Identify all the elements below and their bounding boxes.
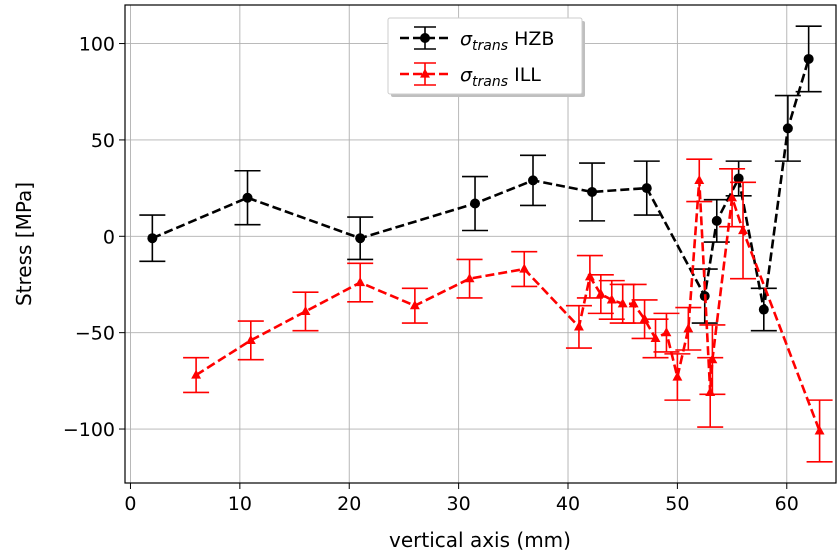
data-point (242, 192, 253, 203)
legend-label: σtrans HZB (460, 28, 554, 54)
data-point (711, 215, 722, 226)
x-tick-label: 0 (124, 493, 136, 515)
data-point (464, 273, 475, 283)
legend-label: σtrans ILL (460, 64, 541, 90)
data-point (639, 313, 650, 323)
series-layer (139, 25, 833, 463)
y-tick-label: 50 (91, 130, 115, 152)
data-point (595, 288, 606, 298)
data-point (587, 186, 598, 197)
data-point (355, 277, 366, 287)
legend-marker (420, 68, 430, 78)
data-point (355, 233, 366, 244)
data-point (300, 305, 311, 316)
x-tick-label: 30 (447, 493, 471, 515)
y-tick-label: −100 (63, 419, 115, 441)
x-tick-label: 20 (337, 493, 361, 515)
data-point (672, 371, 683, 381)
data-point (738, 225, 748, 235)
x-tick-label: 60 (775, 493, 799, 515)
series-ill (183, 158, 833, 463)
data-point (641, 183, 652, 194)
legend-box (387, 17, 583, 95)
data-point (470, 198, 481, 209)
data-point (733, 173, 744, 184)
data-point (573, 321, 584, 331)
legend-marker (420, 33, 430, 43)
y-tick-label: 100 (79, 34, 115, 56)
data-point (727, 192, 738, 202)
data-point (650, 332, 661, 343)
data-point (803, 53, 814, 64)
data-point (782, 123, 793, 134)
data-point (409, 300, 420, 310)
data-point (606, 294, 617, 304)
y-axis-title: Stress [MPa] (12, 182, 36, 306)
data-point (245, 334, 256, 344)
x-tick-label: 10 (228, 493, 252, 515)
plot-frame (124, 4, 837, 484)
data-point (683, 323, 694, 333)
legend: σtrans HZB σtrans ILL (387, 17, 585, 97)
data-point (191, 369, 202, 379)
data-point (617, 298, 628, 308)
x-axis-title: vertical axis (mm) (389, 528, 571, 552)
legend-entries: σtrans HZB σtrans ILL (400, 26, 554, 90)
y-tick-label: 0 (103, 226, 115, 248)
data-point (758, 304, 769, 315)
data-point (584, 271, 595, 281)
data-point (707, 354, 718, 364)
x-tick-label: 50 (665, 493, 689, 515)
data-point (705, 386, 716, 396)
data-point (694, 174, 705, 184)
series-hzb (139, 25, 822, 332)
y-tick-label: −50 (75, 323, 115, 345)
data-point (147, 233, 158, 244)
axis-ticks: 0 10 20 30 40 50 60 −100 −50 0 50 100 (63, 34, 799, 515)
data-point (628, 298, 639, 308)
data-point (814, 425, 825, 435)
data-point (528, 175, 539, 186)
x-tick-label: 40 (556, 493, 580, 515)
data-point (519, 263, 530, 273)
data-point (661, 327, 672, 337)
